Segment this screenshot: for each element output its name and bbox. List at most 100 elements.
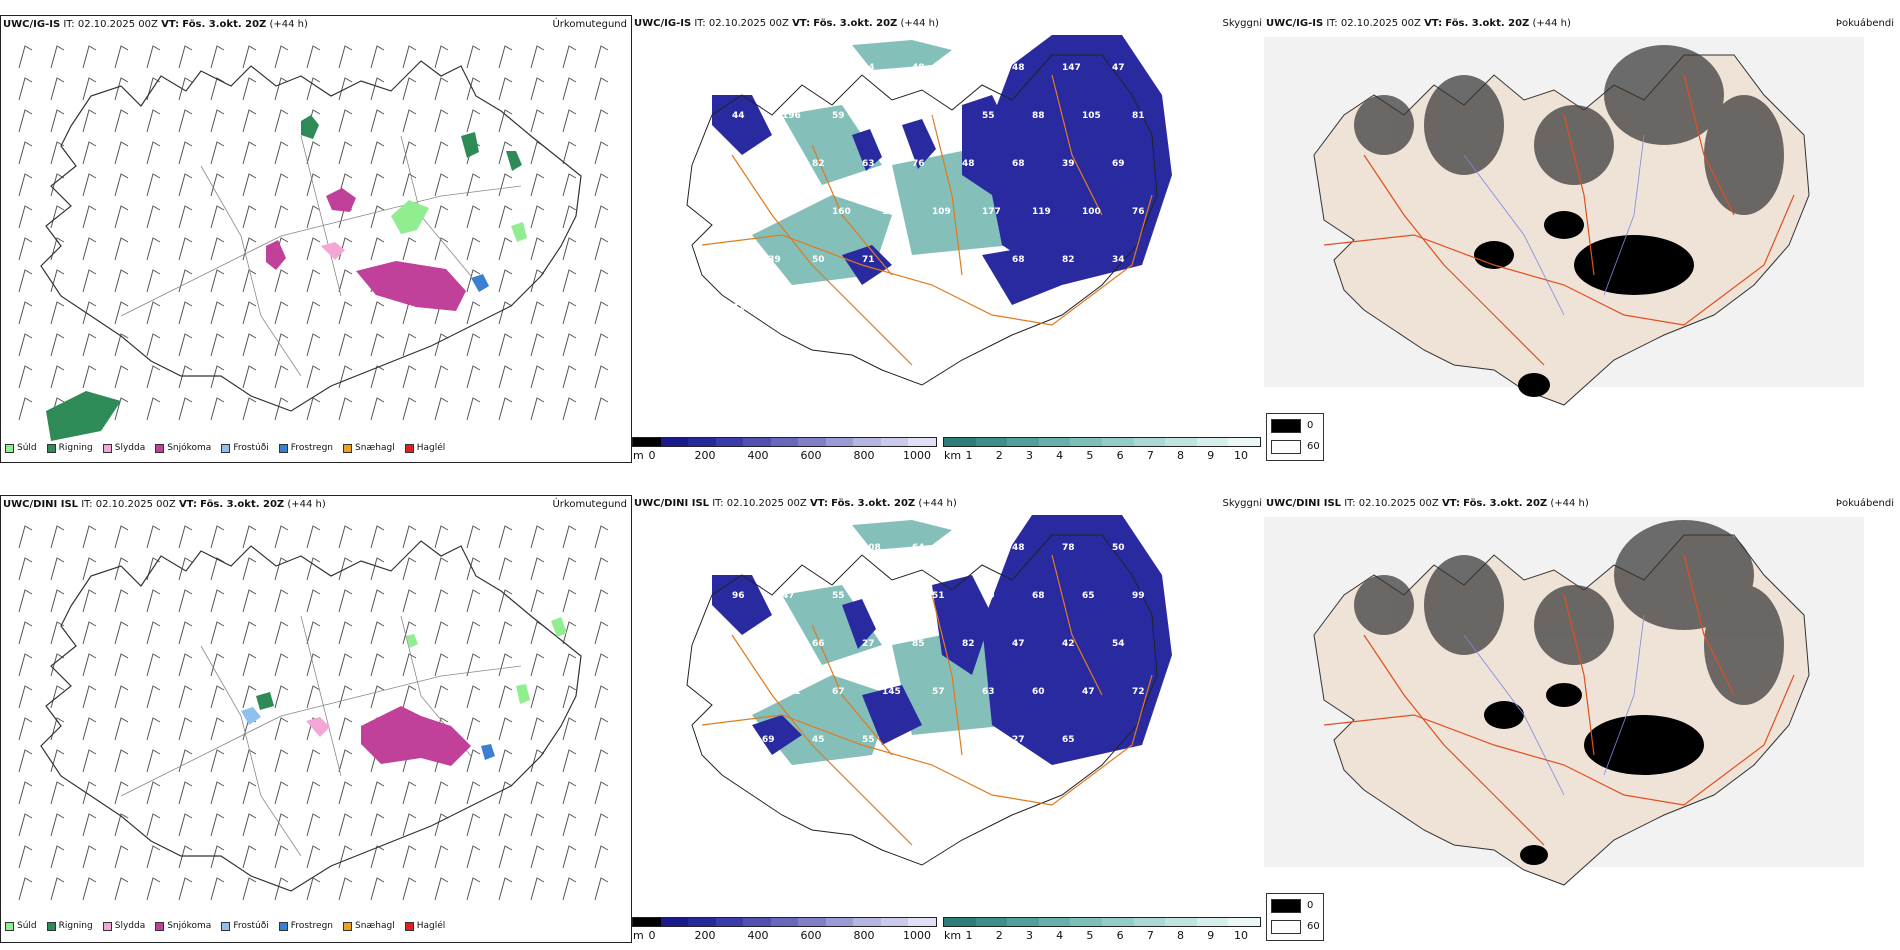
fog-legend: 0 60 [1266,893,1324,941]
cloud-base-label: 88 [1032,111,1045,121]
colorbar-tick: 10 [1234,929,1248,942]
colorbar-tick: 7 [1146,449,1154,462]
rivers [1463,614,1645,796]
cloud-base-label: 34 [1112,255,1125,265]
iceland-cloud-map: 61 72 46 64 48 73 48 147 47 44 196 59 142 52 55 88 105 81… [686,35,1172,386]
legend-item: Frostregn [278,921,334,931]
legend-item: Slydda [102,443,145,453]
cloud-base-label: 101 [782,687,801,697]
legend-swatch [46,921,56,931]
colorbar-tick: 10 [1234,449,1248,462]
cloud-base-label: 55 [862,735,875,745]
panel-title: UWC/DINI ISL IT: 02.10.2025 00Z VT: Fös.… [3,499,326,510]
cloud-base-label: 82 [1062,255,1075,265]
cloud-base-label: 68 [1032,591,1045,601]
legend-label: Snæhagl [355,443,395,453]
colorbar-tick: 0 [648,929,656,942]
colorbar-tick: 8 [1177,449,1185,462]
legend-swatch [404,921,414,931]
legend-item: Snjókoma [155,443,211,453]
legend-label: Snjókoma [167,443,212,453]
cloud-base-label: 69 [1112,159,1125,169]
colorbar-tick: 5 [1086,929,1094,942]
cloud-base-label: 65 [1062,735,1075,745]
cloud-base-label: 52 [732,687,745,697]
cloud-base-label: 43 [712,639,725,649]
fog-shading [1354,45,1784,215]
legend-label: Súld [17,443,37,453]
cloud-base-label: 63 [982,687,995,697]
cloud-base-label: 92 [962,735,975,745]
colorbar-tick: 8 [1177,929,1185,942]
fog-legend: 0 60 [1266,413,1324,461]
cloud-base-label: 47 [1082,687,1095,697]
legend-swatch [278,921,288,931]
cloud-base-label: 55 [832,591,845,601]
legend-item: Súld [5,443,37,453]
cloud-base-label: 48 [712,735,725,745]
legend-label: Haglél [416,921,446,931]
colorbar-tick: 400 [747,449,769,462]
legend-item: Frostúði [221,921,269,931]
cloud-base-label: 31 [732,303,745,313]
colorbar-tick: 4 [1056,449,1064,462]
panel-parameter: Úrkomutegund [552,499,627,510]
cloud-base-label: 108 [862,543,881,553]
colorbar-tick: 9 [1207,929,1215,942]
cloud-base-label: 55 [762,543,775,553]
legend-swatch [155,443,165,453]
cloud-base-label: 76 [912,159,925,169]
legend-label: Snæhagl [355,921,395,931]
panel-ig-precip-type: UWC/IG-IS IT: 02.10.2025 00Z VT: Fös. 3.… [0,15,632,463]
legend-swatch [46,443,56,453]
panel-ig-cloud: UWC/IG-IS IT: 02.10.2025 00Z VT: Fös. 3.… [632,15,1264,463]
roads [1323,554,1795,846]
panel-parameter: Skyggni [1222,498,1262,509]
panel-title: UWC/IG-IS IT: 02.10.2025 00Z VT: Fös. 3.… [3,19,308,30]
roads [1323,74,1795,366]
cloud-base-label: 81 [1132,111,1145,121]
cloud-base-label: 82 [962,639,975,649]
cloud-base-label: 68 [1012,255,1025,265]
cloud-base-label: 142 [882,111,901,121]
legend-label: Haglél [416,443,446,453]
legend-item: Frostregn [278,443,334,453]
legend-swatch [102,443,112,453]
cloud-base-label: 72 [1132,687,1145,697]
fog-dense [1484,683,1704,865]
colorbar-tick: 7 [1146,929,1154,942]
cloud-base-label: 47 [782,591,795,601]
cloud-base-label: 73 [962,63,975,73]
cloud-base-label: 64 [862,63,875,73]
precip-areas [241,617,567,766]
colorbar-tick: 3 [1025,449,1033,462]
cloud-base-label: 85 [912,639,925,649]
fog-shading [1354,520,1784,705]
cloud-base-label: 147 [1062,63,1081,73]
panel-dini-precip-type: UWC/DINI ISL IT: 02.10.2025 00Z VT: Fös.… [0,495,632,943]
cloud-base-colorbar: m 0 200 400 600 800 1000 [632,437,952,463]
cloud-base-label: 109 [932,207,951,217]
legend-item: Haglél [404,443,446,453]
cloud-base-label: 46 [812,63,825,73]
legend-item: Frostúði [221,443,269,453]
cloud-base-label: 60 [1032,687,1045,697]
cloud-base-label: 60 [912,255,925,265]
legend-swatch [278,443,288,453]
panel-parameter: Þokuábendi [1835,498,1894,509]
colorbar-tick: 800 [853,449,875,462]
legend-item: Snæhagl [343,443,395,453]
legend-item: Snæhagl [343,921,395,931]
iceland-precip-map [18,525,609,901]
legend-item: Snjókoma [155,921,211,931]
cloud-base-label: 118 [882,207,901,217]
cloud-base-label: 27 [1012,735,1025,745]
cloud-base-label: 51 [932,591,945,601]
cloud-base-label: 60 [982,591,995,601]
legend-label: Frostregn [290,921,334,931]
cloud-base-label: 63 [812,543,825,553]
cloud-base-label: 44 [732,111,745,121]
cloud-base-label: 119 [1032,207,1051,217]
cloud-base-label: 47 [1012,639,1025,649]
legend-label: Frostregn [290,443,334,453]
